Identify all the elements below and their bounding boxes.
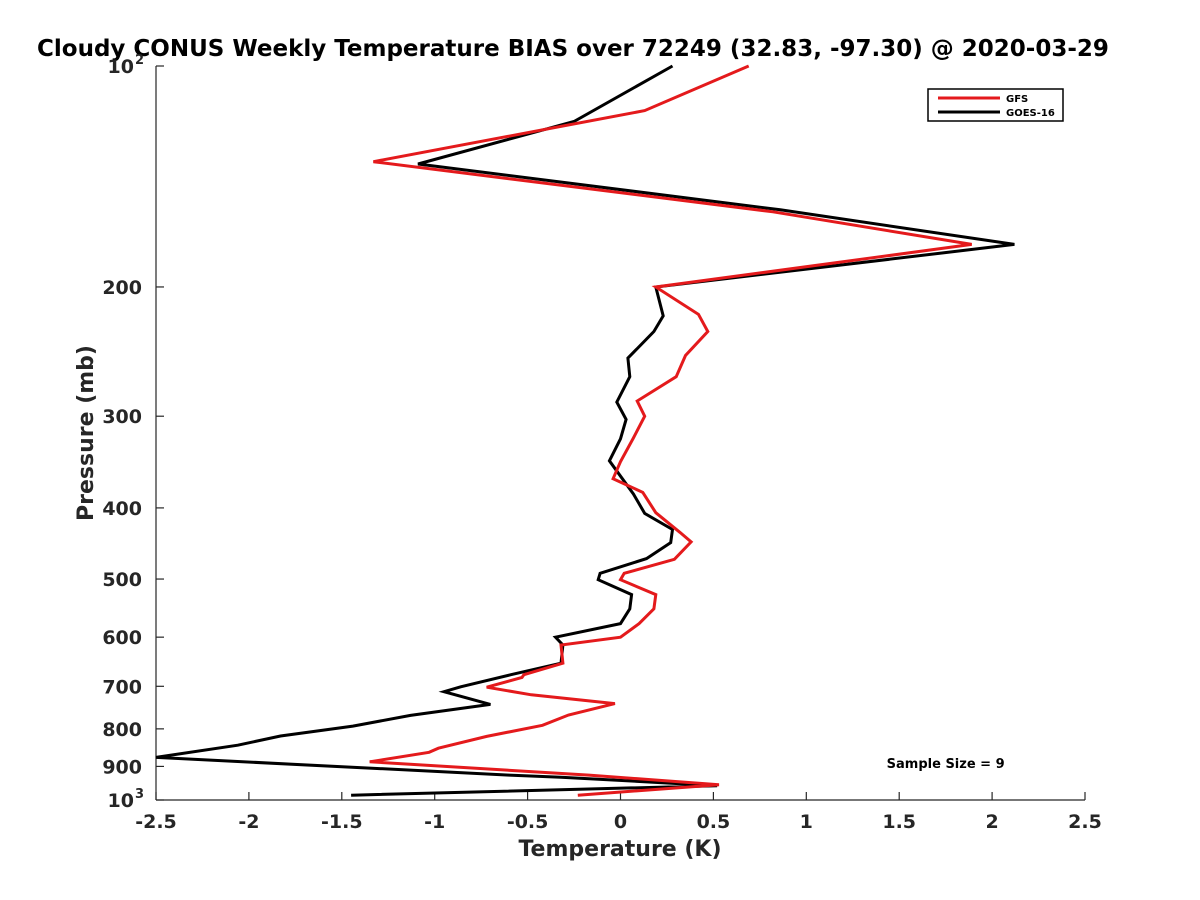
x-tick-label: 1.5 — [882, 811, 916, 833]
legend: GFS GOES-16 — [927, 88, 1064, 122]
plot-area — [155, 66, 1085, 801]
y-tick-label: 300 — [102, 406, 142, 428]
y-tick-label: 800 — [102, 719, 142, 741]
series-line-gfs — [369, 64, 972, 797]
series-line-goes-16 — [155, 64, 1015, 797]
annotations: Sample Size = 9 — [887, 757, 1005, 772]
x-tick-label: 2 — [985, 811, 998, 833]
x-tick-label: -2.5 — [135, 811, 177, 833]
y-tick-label: 400 — [102, 498, 142, 520]
x-tick-label: 0.5 — [697, 811, 731, 833]
x-tick-label: 2.5 — [1068, 811, 1102, 833]
y-tick-label: 10 — [108, 56, 134, 78]
x-axis: -2.5 -2 -1.5 -1 -0.5 0 0.5 1 1.5 2 2.5 — [135, 792, 1102, 833]
y-tick-label: 900 — [102, 756, 142, 778]
y-axis-label: Pressure (mb) — [74, 345, 99, 521]
chart-title: Cloudy CONUS Weekly Temperature BIAS ove… — [37, 36, 1109, 62]
x-tick-label: -2 — [238, 811, 259, 833]
x-tick-label: 0 — [614, 811, 627, 833]
y-tick-label: 10 — [108, 790, 134, 812]
legend-box — [927, 88, 1064, 122]
x-tick-label: -1 — [424, 811, 445, 833]
y-tick-label: 500 — [102, 569, 142, 591]
x-tick-label: 1 — [800, 811, 813, 833]
y-tick-label: 700 — [102, 676, 142, 698]
y-tick-label: 600 — [102, 627, 142, 649]
y-tick-label: 200 — [102, 277, 142, 299]
x-tick-label: -0.5 — [507, 811, 549, 833]
series-layer — [155, 64, 1015, 797]
legend-label-gfs: GFS — [1006, 94, 1028, 105]
x-tick-label: -1.5 — [321, 811, 363, 833]
y-tick-exponent: 2 — [135, 53, 144, 68]
legend-label-goes-16: GOES-16 — [1006, 108, 1055, 119]
x-axis-label: Temperature (K) — [518, 837, 721, 862]
annotation-sample-size: Sample Size = 9 — [887, 757, 1005, 772]
y-tick-exponent: 3 — [135, 787, 144, 802]
